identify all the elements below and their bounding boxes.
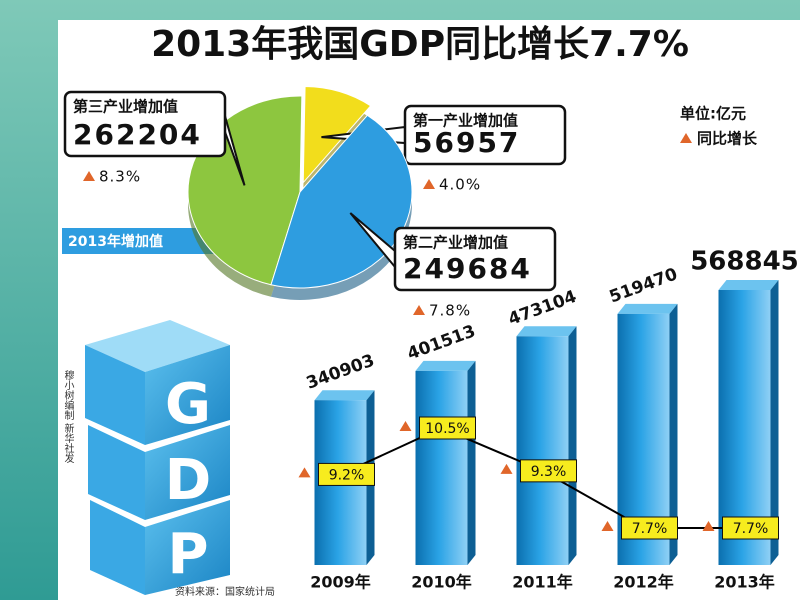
growth-label: 4.0% xyxy=(439,176,481,194)
gdp-letter: P xyxy=(167,522,208,587)
growth-box xyxy=(621,516,678,540)
growth-triangle xyxy=(601,521,614,531)
unit-label: 单位:亿元 xyxy=(680,105,746,123)
pie-label: 2013年增加值 xyxy=(68,233,163,250)
x-tick-label: 2010年 xyxy=(411,573,472,592)
growth-label: 9.3% xyxy=(531,464,567,480)
callout-label: 第二产业增加值 xyxy=(403,234,508,252)
legend-label: 同比增长 xyxy=(697,130,758,148)
bar xyxy=(516,336,569,565)
callout-label: 第三产业增加值 xyxy=(73,98,178,116)
growth-triangle xyxy=(423,179,435,189)
bar-value-label: 568845 xyxy=(690,247,799,277)
bar-top xyxy=(718,280,779,290)
x-tick-label: 2009年 xyxy=(310,573,371,592)
x-tick-label: 2011年 xyxy=(512,573,573,592)
bar-top xyxy=(617,303,678,314)
bar-side xyxy=(568,326,577,565)
growth-box xyxy=(419,416,476,440)
bar-top xyxy=(415,360,476,371)
growth-triangle xyxy=(298,467,311,478)
bar-side xyxy=(467,360,476,565)
x-tick-label: 2013年 xyxy=(714,573,775,592)
source: 资料来源：国家统计局 xyxy=(175,585,275,598)
growth-triangle xyxy=(413,305,425,315)
growth-label: 7.8% xyxy=(429,302,471,320)
growth-label: 10.5% xyxy=(425,421,469,437)
title: 2013年我国GDP同比增长7.7% xyxy=(151,24,689,65)
legend-triangle xyxy=(680,133,692,143)
growth-triangle xyxy=(702,521,715,531)
bar xyxy=(415,370,468,565)
gdp-cubes xyxy=(85,320,230,595)
growth-triangle xyxy=(399,421,412,431)
callout-value: 249684 xyxy=(403,252,532,285)
growth-triangle xyxy=(83,171,95,181)
growth-box xyxy=(318,462,375,486)
bar-side xyxy=(669,303,678,565)
bar-top xyxy=(314,390,375,401)
callout-box xyxy=(403,104,567,166)
growth-box xyxy=(722,516,779,540)
growth-box xyxy=(520,459,577,483)
gdp-letter: G xyxy=(165,372,211,437)
callout-value: 262204 xyxy=(73,118,202,151)
gdp-letter: D xyxy=(165,448,211,513)
growth-triangle xyxy=(500,463,513,474)
growth-label: 9.2% xyxy=(329,467,365,483)
bar-side xyxy=(770,280,779,565)
growth-label: 7.7% xyxy=(632,521,668,537)
callout-label: 第一产业增加值 xyxy=(413,112,518,130)
growth-label: 8.3% xyxy=(99,168,141,186)
growth-label: 7.7% xyxy=(733,521,769,537)
callout-box xyxy=(393,226,557,292)
x-tick-label: 2012年 xyxy=(613,573,674,592)
bar-top xyxy=(516,326,577,337)
credit: 穆小树编制 新华社发 xyxy=(62,369,74,464)
callout-value: 56957 xyxy=(413,126,520,159)
callout-box xyxy=(63,90,227,158)
